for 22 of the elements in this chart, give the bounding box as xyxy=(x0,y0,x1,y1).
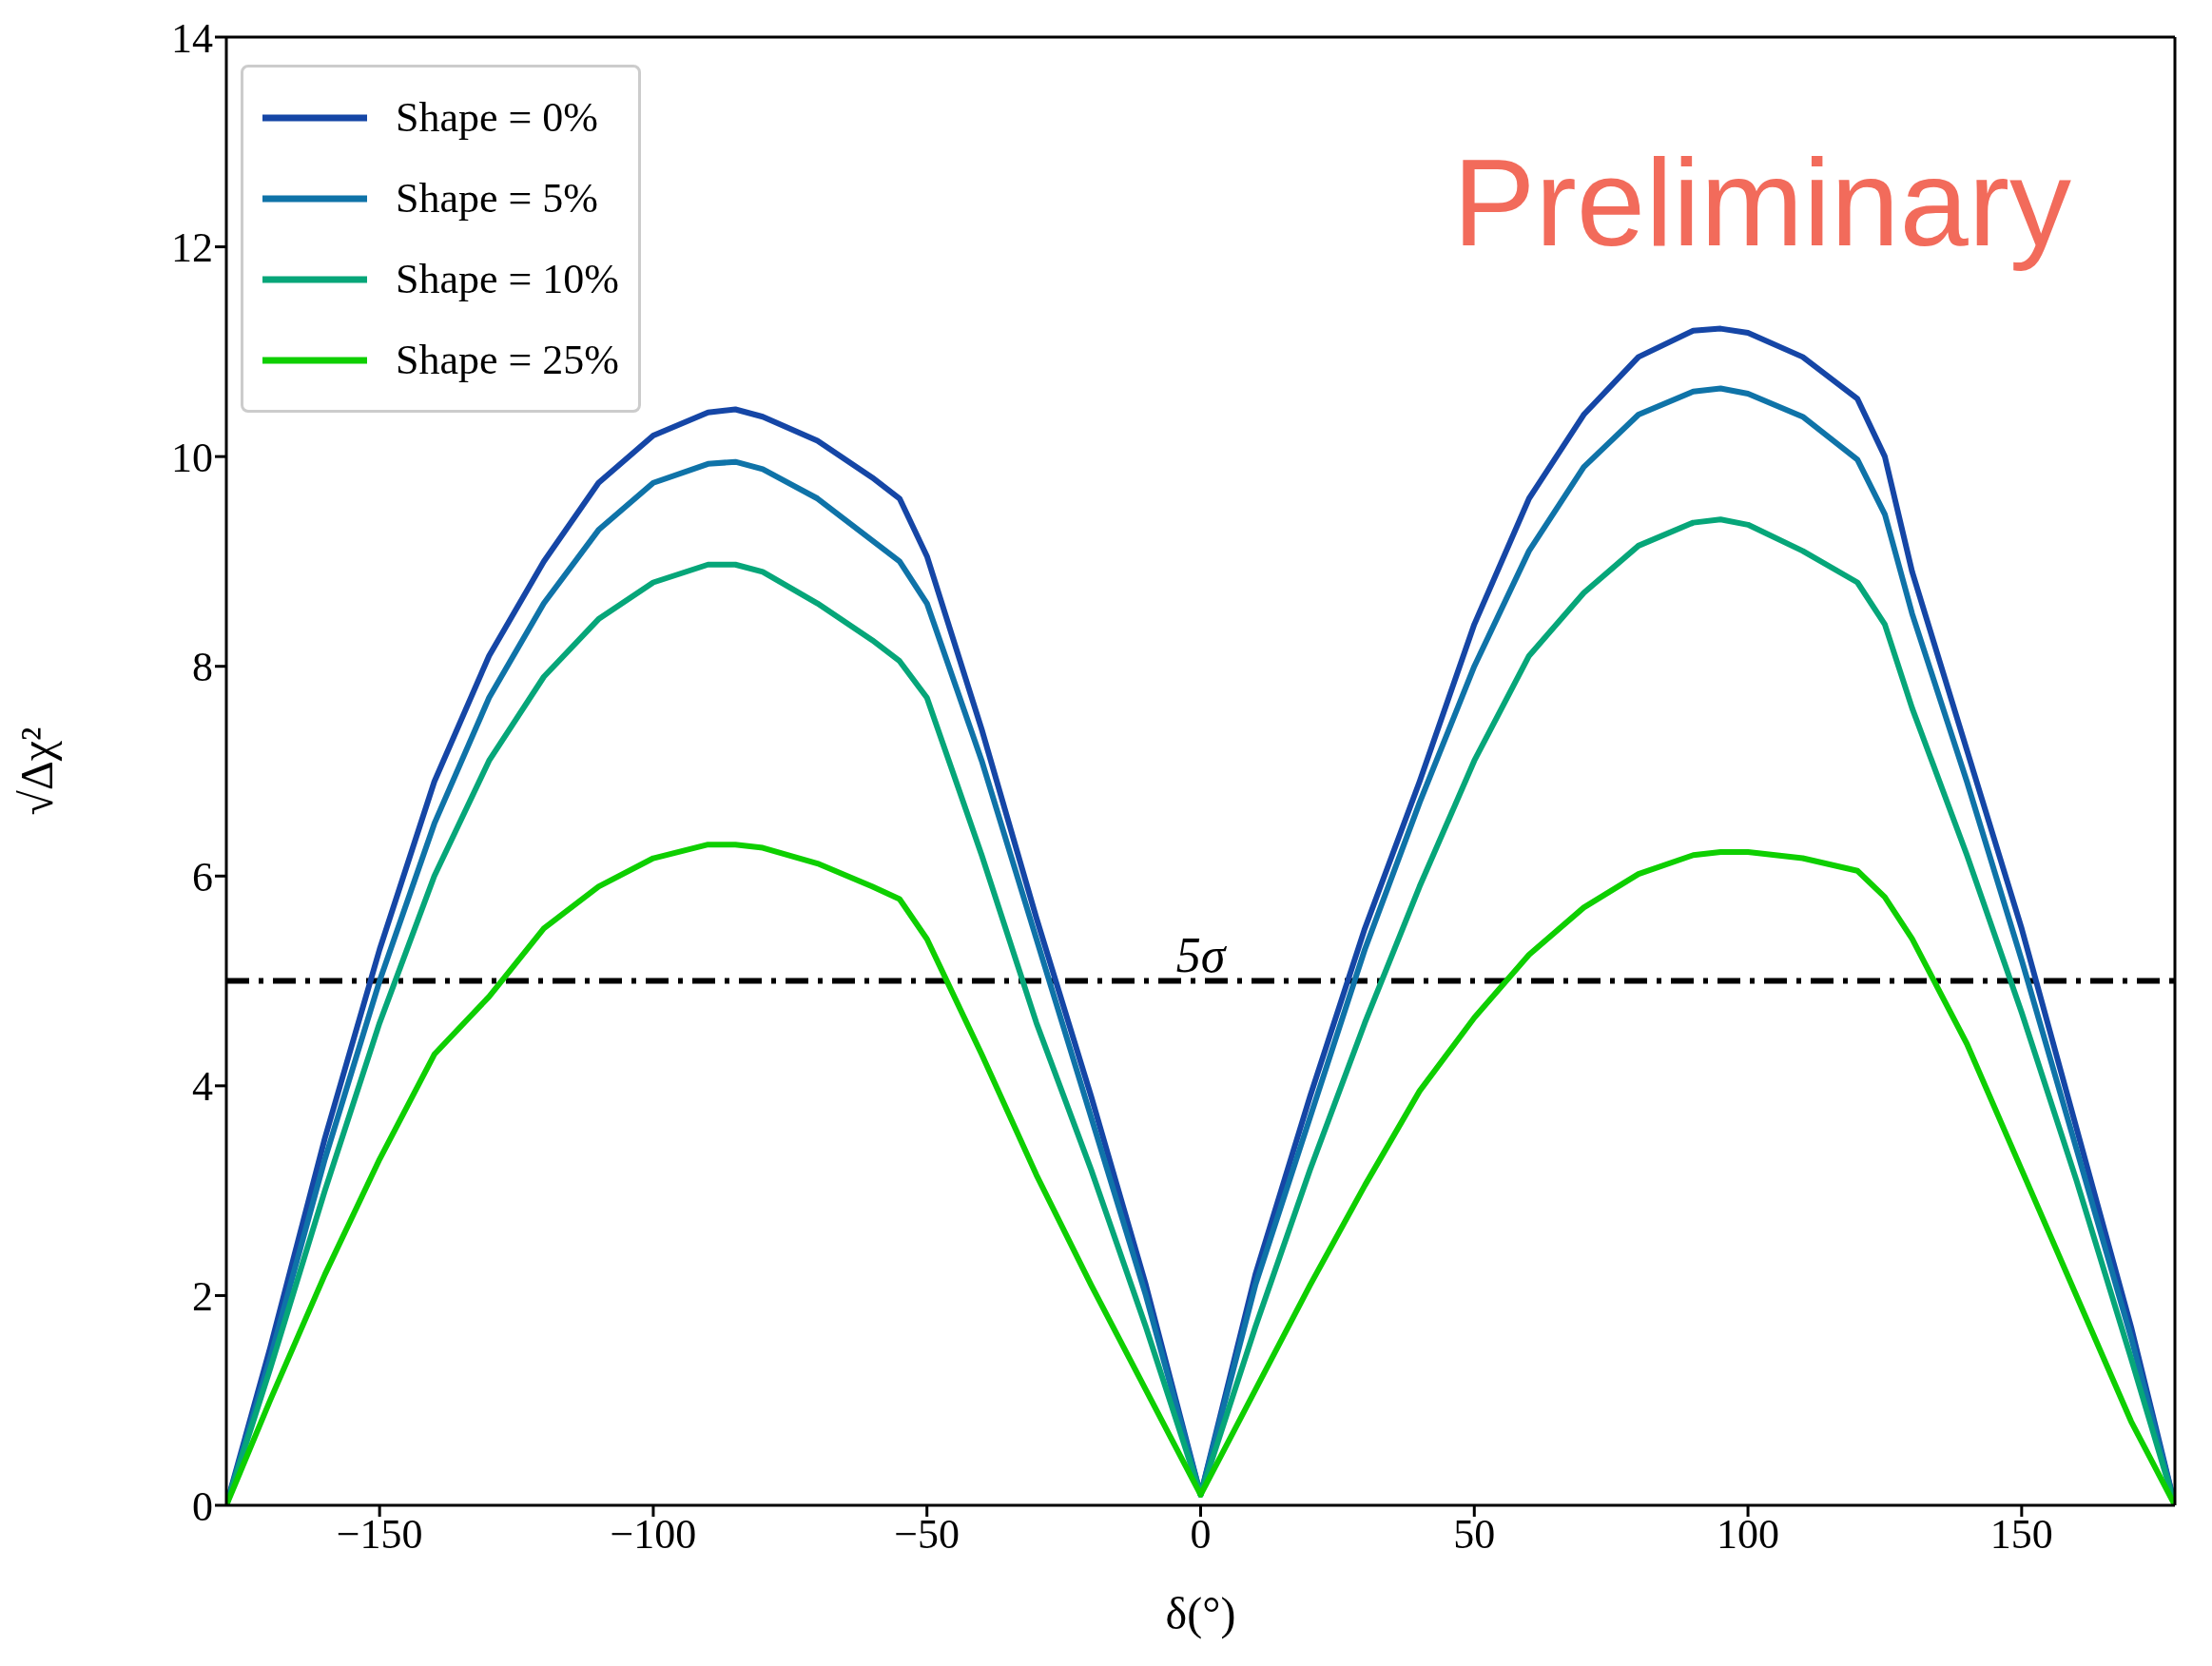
legend-label: Shape = 5% xyxy=(396,174,598,223)
x-tick-label: −50 xyxy=(894,1511,960,1559)
x-tick-label: 150 xyxy=(1989,1511,2053,1559)
y-tick-label: 10 xyxy=(171,434,213,481)
y-axis-title: √Δχ² xyxy=(11,726,63,816)
x-tick-label: 0 xyxy=(1190,1511,1212,1559)
y-tick-label: 8 xyxy=(192,644,213,691)
y-tick-label: 4 xyxy=(192,1063,213,1111)
x-axis-title: δ(°) xyxy=(1165,1588,1236,1639)
x-tick-label: 50 xyxy=(1453,1511,1496,1559)
legend-label: Shape = 25% xyxy=(396,336,619,384)
y-tick-label: 2 xyxy=(192,1273,213,1321)
annotation: Preliminary xyxy=(1452,132,2071,274)
legend-label: Shape = 10% xyxy=(396,255,619,303)
x-tick-label: −100 xyxy=(610,1511,697,1559)
x-tick-label: 100 xyxy=(1717,1511,1780,1559)
y-tick-label: 6 xyxy=(192,853,213,901)
legend-label: Shape = 0% xyxy=(396,93,598,142)
ref-line-label: 5σ xyxy=(1175,928,1228,983)
x-tick-label: −150 xyxy=(336,1511,423,1559)
y-tick-label: 12 xyxy=(171,224,213,272)
y-tick-label: 14 xyxy=(171,14,213,62)
